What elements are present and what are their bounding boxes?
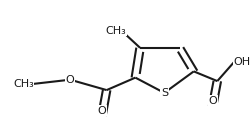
Text: O: O <box>208 96 217 106</box>
Text: O: O <box>98 106 106 116</box>
Text: O: O <box>66 75 75 85</box>
Text: S: S <box>161 88 168 98</box>
Text: CH₃: CH₃ <box>13 79 34 89</box>
Text: CH₃: CH₃ <box>106 26 127 36</box>
Text: OH: OH <box>234 57 251 67</box>
